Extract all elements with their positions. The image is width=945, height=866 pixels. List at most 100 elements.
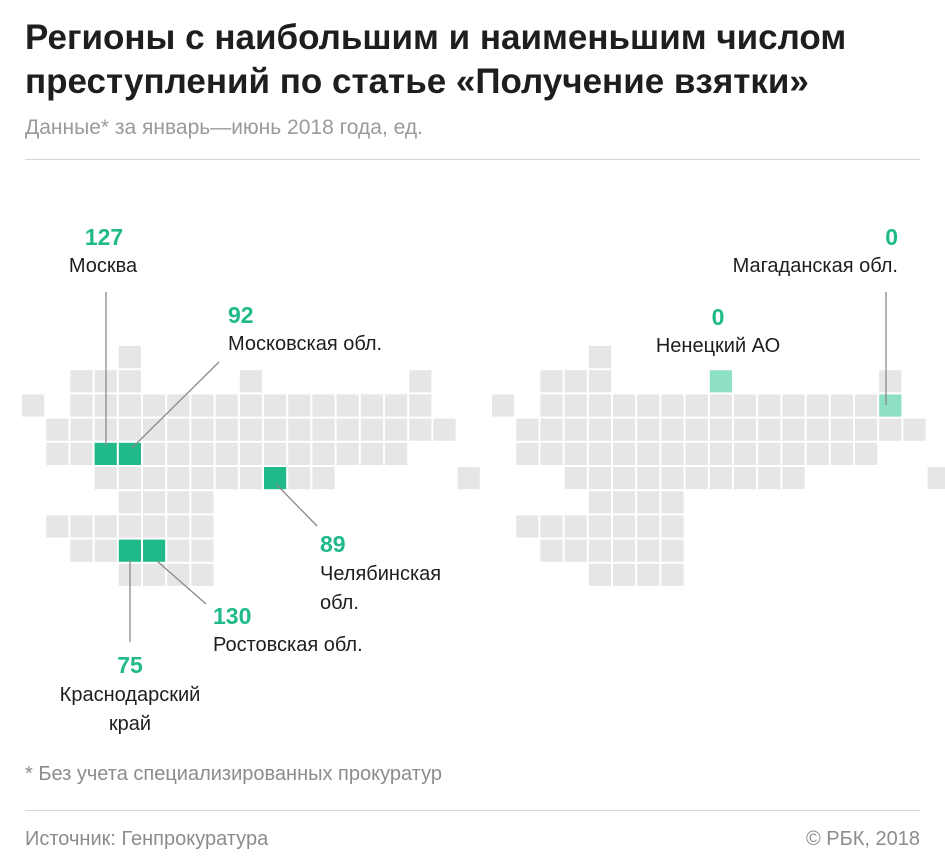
region-tile <box>191 539 214 562</box>
region-tile <box>191 394 214 417</box>
region-tile <box>409 394 432 417</box>
region-tile <box>637 491 660 514</box>
value-magadan: 0 <box>885 224 898 250</box>
region-tile <box>734 394 757 417</box>
region-tile <box>264 394 287 417</box>
region-tile <box>167 491 190 514</box>
region-tile <box>191 515 214 538</box>
region-tile <box>564 515 587 538</box>
region-tile <box>661 418 684 441</box>
region-tile <box>588 491 611 514</box>
leader-chelyabinsk <box>275 483 318 527</box>
copyright: © РБК, 2018 <box>805 828 920 850</box>
region-tile <box>70 515 93 538</box>
region-tile <box>855 442 878 465</box>
region-tile <box>409 418 432 441</box>
region-tile <box>94 467 117 490</box>
region-tile <box>588 394 611 417</box>
region-tile <box>191 467 214 490</box>
footnote: * Без учета специализированных прокурату… <box>25 763 442 785</box>
region-tile <box>540 370 563 393</box>
region-tile <box>239 442 262 465</box>
tile-rostov <box>143 539 166 562</box>
region-tile <box>613 539 636 562</box>
region-tile <box>588 563 611 586</box>
region-tile <box>709 394 732 417</box>
label-moscow: Москва <box>68 255 138 277</box>
region-tile <box>637 442 660 465</box>
region-tile <box>70 539 93 562</box>
region-tile <box>143 442 166 465</box>
region-tile <box>239 418 262 441</box>
region-tile <box>540 394 563 417</box>
region-tile <box>734 418 757 441</box>
region-tile <box>385 418 408 441</box>
region-tile <box>588 442 611 465</box>
tile-nenets <box>709 370 732 393</box>
region-tile <box>336 418 359 441</box>
region-tile <box>564 442 587 465</box>
region-tile <box>457 467 480 490</box>
region-tile <box>46 515 69 538</box>
region-tile <box>782 418 805 441</box>
region-tile <box>855 418 878 441</box>
region-tile <box>70 418 93 441</box>
label-magadan: Магаданская обл. <box>732 255 898 277</box>
region-tile <box>118 467 141 490</box>
label-krasnodar-line1: Краснодарский <box>59 684 201 706</box>
region-tile <box>385 394 408 417</box>
region-tile <box>167 539 190 562</box>
region-tile <box>685 418 708 441</box>
region-tile <box>782 394 805 417</box>
region-tile <box>167 418 190 441</box>
region-tile <box>564 539 587 562</box>
region-tile <box>167 394 190 417</box>
region-tile <box>588 418 611 441</box>
page-subtitle: Данные* за январь—июнь 2018 года, ед. <box>25 116 423 139</box>
region-tile <box>94 370 117 393</box>
tile-map-least <box>492 346 945 586</box>
region-tile <box>709 467 732 490</box>
region-tile <box>661 563 684 586</box>
region-tile <box>564 370 587 393</box>
region-tile <box>94 539 117 562</box>
region-tile <box>118 491 141 514</box>
region-tile <box>215 394 238 417</box>
label-krasnodar-line2: край <box>108 713 152 735</box>
region-tile <box>288 394 311 417</box>
region-tile <box>239 467 262 490</box>
region-tile <box>879 370 902 393</box>
region-tile <box>94 418 117 441</box>
region-tile <box>734 467 757 490</box>
tile-krasnodar <box>118 539 141 562</box>
region-tile <box>540 442 563 465</box>
region-tile <box>709 418 732 441</box>
tile-magadan <box>879 394 902 417</box>
region-tile <box>215 442 238 465</box>
region-tile <box>94 515 117 538</box>
region-tile <box>191 418 214 441</box>
region-tile <box>588 467 611 490</box>
region-tile <box>264 442 287 465</box>
leader-moscow-obl <box>131 361 220 449</box>
leader-rostov <box>156 560 207 605</box>
region-tile <box>830 394 853 417</box>
region-tile <box>360 418 383 441</box>
region-tile <box>215 467 238 490</box>
region-tile <box>806 442 829 465</box>
region-tile <box>46 418 69 441</box>
region-tile <box>540 515 563 538</box>
region-tile <box>927 467 945 490</box>
source: Источник: Генпрокуратура <box>25 828 269 850</box>
region-tile <box>143 563 166 586</box>
region-tile <box>191 491 214 514</box>
bottom-divider <box>25 810 920 811</box>
region-tile <box>588 515 611 538</box>
region-tile <box>613 418 636 441</box>
label-nenets: Ненецкий АО <box>655 335 781 357</box>
region-tile <box>564 467 587 490</box>
region-tile <box>879 418 902 441</box>
value-chelyabinsk: 89 <box>320 531 346 557</box>
region-tile <box>336 394 359 417</box>
region-tile <box>709 442 732 465</box>
